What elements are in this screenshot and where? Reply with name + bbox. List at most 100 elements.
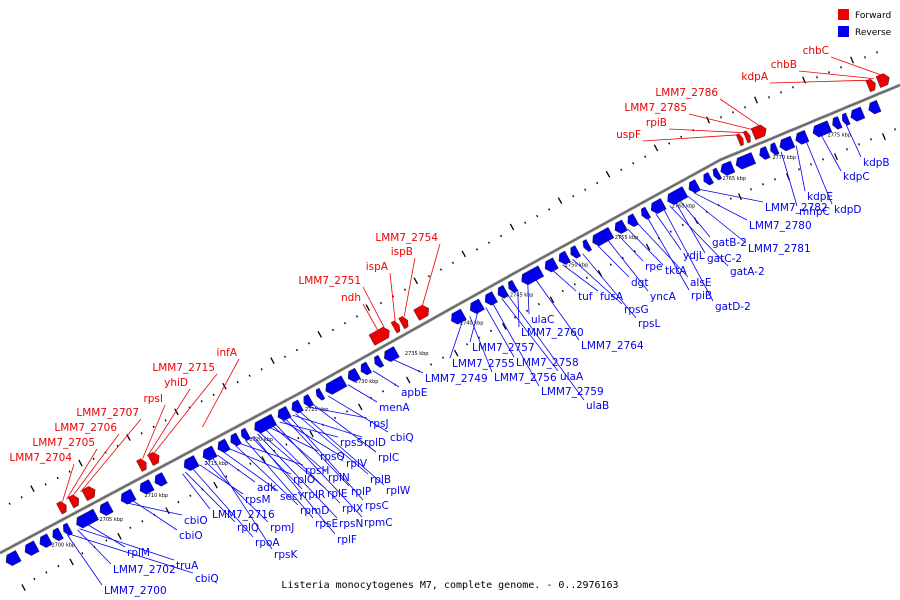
reverse-label-ulaa-leader bbox=[501, 298, 559, 372]
tick-label: 2750 kbp bbox=[565, 262, 589, 268]
reverse-gene-body bbox=[570, 245, 581, 259]
reverse-gene-body bbox=[688, 179, 701, 194]
reverse-gene bbox=[508, 279, 519, 293]
label-layer: LMM7_2704 LMM7_2705 LMM7_2706 LMM7_2707 rpsI… bbox=[9, 45, 889, 597]
reverse-gene bbox=[582, 239, 593, 252]
tick-label: 2710 kbp bbox=[145, 493, 169, 499]
reverse-gene bbox=[592, 227, 615, 247]
reverse-gene-body bbox=[154, 472, 168, 487]
reverse-label-lmm7-2700-leader bbox=[67, 534, 103, 586]
reverse-label-fusa-text: fusA bbox=[600, 291, 624, 303]
forward-label-lmm7-2706-text: LMM7_2706 bbox=[54, 422, 117, 434]
reverse-label-tuf: tuf bbox=[552, 270, 593, 303]
upper-scale-dot bbox=[20, 496, 23, 499]
reverse-gene bbox=[521, 265, 545, 286]
upper-scale-dot bbox=[644, 155, 647, 158]
reverse-label-rplc-text: rplC bbox=[378, 452, 399, 464]
reverse-gene-body bbox=[202, 445, 218, 461]
upper-scale-dot bbox=[596, 181, 599, 185]
reverse-label-cbio-text: cbiO bbox=[179, 530, 203, 542]
lower-scale-dot bbox=[621, 256, 624, 260]
reverse-label-rpsg-leader bbox=[572, 259, 623, 305]
lower-scale-dot bbox=[141, 520, 144, 523]
forward-label-lmm7-2751: LMM7_2751 bbox=[298, 275, 385, 328]
reverse-gene-body bbox=[325, 375, 348, 395]
reverse-label-rplr: rplR bbox=[251, 436, 325, 501]
upper-scale-dot bbox=[850, 56, 854, 64]
reverse-label-ydjl-leader bbox=[655, 213, 682, 251]
upper-scale-dot bbox=[500, 234, 503, 238]
reverse-gene-body bbox=[544, 257, 559, 273]
upper-scale-dot bbox=[557, 197, 563, 205]
lower-scale-dot bbox=[309, 430, 314, 438]
forward-gene bbox=[735, 133, 744, 147]
tick-label: 2720 kbp bbox=[250, 437, 274, 443]
forward-label-infa-leader bbox=[202, 358, 240, 428]
reverse-label-rpe: rpe bbox=[617, 234, 662, 273]
forward-label-lmm7-2754-leader bbox=[421, 243, 441, 307]
lower-scale-dot bbox=[489, 329, 493, 333]
lower-scale-dot bbox=[333, 416, 337, 420]
reverse-label-rplp-text: rplP bbox=[351, 486, 371, 498]
forward-gene-body bbox=[147, 452, 160, 466]
lower-scale-dot bbox=[189, 494, 192, 497]
upper-scale-dot bbox=[30, 485, 35, 493]
reverse-label-kdpd-text: kdpD bbox=[834, 204, 862, 216]
lower-scale-dot bbox=[213, 481, 218, 489]
lower-scale-dot bbox=[846, 148, 848, 151]
lower-scale-dot bbox=[117, 532, 122, 540]
lower-scale-dot bbox=[762, 183, 764, 186]
reverse-label-rplf: rplF bbox=[253, 435, 357, 546]
reverse-gene-body bbox=[230, 432, 242, 447]
reverse-label-rpsq-leader bbox=[269, 427, 319, 452]
reverse-label-adk-leader bbox=[217, 454, 256, 483]
upper-scale-dot bbox=[379, 301, 383, 305]
reverse-gene bbox=[291, 399, 304, 414]
lower-scale-dot bbox=[657, 236, 660, 240]
reverse-gene-body bbox=[759, 146, 771, 160]
forward-label-rpsi-leader bbox=[142, 404, 166, 460]
forward-label-ispa: ispA bbox=[366, 261, 396, 322]
forward-label-lmm7-2707-leader bbox=[80, 418, 142, 493]
tick-label: 2705 kbp bbox=[100, 517, 124, 523]
upper-scale-dot bbox=[840, 66, 842, 69]
forward-gene bbox=[136, 458, 147, 472]
reverse-label-tkta: tktA bbox=[627, 228, 687, 277]
forward-label-lmm7-2754: LMM7_2754 bbox=[375, 232, 441, 307]
upper-scale-dot bbox=[283, 355, 287, 358]
forward-gene-body bbox=[742, 130, 751, 144]
upper-scale-dot bbox=[524, 221, 527, 224]
reverse-label-ydjl: ydjL bbox=[655, 213, 705, 262]
forward-gene-body bbox=[81, 486, 96, 501]
reverse-label-lmm7-2716-leader bbox=[182, 473, 211, 510]
lower-scale-dot bbox=[357, 403, 363, 411]
reverse-label-lmm7-2759-leader bbox=[492, 303, 540, 387]
lower-scale-dot bbox=[537, 302, 540, 306]
upper-scale-dot bbox=[56, 476, 59, 480]
reverse-gene bbox=[384, 346, 400, 363]
reverse-label-rpld: rplD bbox=[292, 414, 386, 449]
forward-gene-body bbox=[865, 78, 876, 93]
forward-label-lmm7-2715-leader bbox=[154, 373, 218, 453]
forward-gene-body bbox=[390, 320, 401, 334]
upper-scale-dot bbox=[680, 135, 683, 139]
reverse-gene bbox=[202, 445, 218, 461]
reverse-label-rpsl-leader bbox=[582, 253, 637, 319]
reverse-gene bbox=[139, 479, 155, 495]
reverse-label-adk: adk bbox=[217, 454, 277, 494]
reverse-gene-body bbox=[291, 399, 304, 414]
forward-gene-body bbox=[67, 494, 79, 509]
upper-scale-dot bbox=[451, 261, 455, 264]
reverse-gene-body bbox=[558, 250, 571, 265]
forward-label-lmm7-2754-text: LMM7_2754 bbox=[375, 232, 438, 244]
lower-scale-dot bbox=[822, 158, 824, 161]
tick-label: 2730 kbp bbox=[355, 379, 379, 385]
reverse-label-rpsn: rpsN bbox=[257, 433, 363, 530]
reverse-label-rplq-leader bbox=[185, 471, 236, 523]
upper-scale-dot bbox=[78, 459, 83, 467]
reverse-label-rpld-leader bbox=[292, 414, 363, 438]
forward-label-yhid: yhiD bbox=[147, 377, 191, 457]
reverse-label-adk-text: adk bbox=[257, 482, 277, 494]
